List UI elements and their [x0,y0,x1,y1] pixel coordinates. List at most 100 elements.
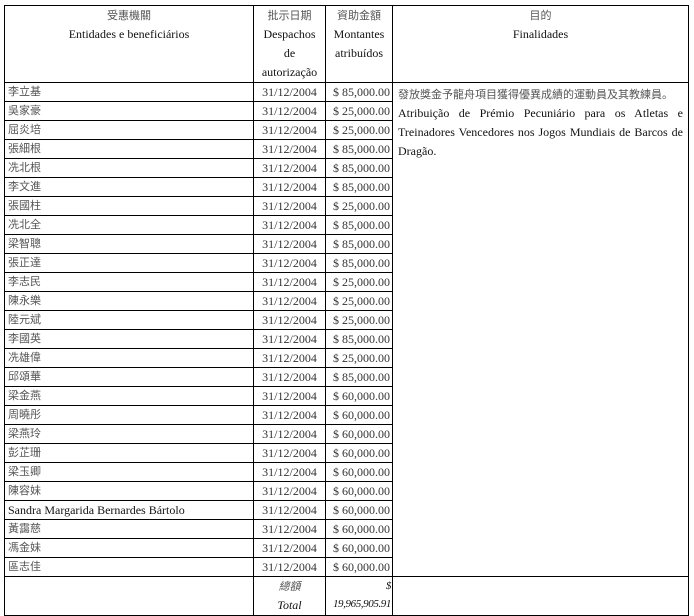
header-date-pt-1: Despachos de [263,27,316,60]
header-purpose: 目的 Finalidades [392,5,689,83]
table-row: 李文進 31/12/2004 $ 85,000.00 [4,177,689,197]
table-row: 冼北全 31/12/2004 $ 85,000.00 [4,215,689,235]
purpose-pt: Atribuição de Prémio Pecuniário para os … [398,106,683,158]
amount: $ 85,000.00 [325,253,393,273]
amount: $ 25,000.00 [325,348,393,368]
table-row: 張國柱 31/12/2004 $ 25,000.00 [4,196,689,216]
header-purpose-zh: 目的 [529,9,552,22]
beneficiary-name: 冼北全 [4,215,254,235]
total-label-zh: 總額 [278,580,301,593]
authorization-date: 31/12/2004 [253,367,326,387]
beneficiary-name: 李立基 [4,82,254,102]
amount: $ 85,000.00 [325,367,393,387]
authorization-date: 31/12/2004 [253,538,326,558]
table-row: 屈炎培 31/12/2004 $ 25,000.00 [4,120,689,140]
purpose-zh: 發放獎金予龍舟項目獲得優異成績的運動員及其教練員。 [398,88,673,101]
table-row: 區志佳 31/12/2004 $ 60,000.00 [4,557,689,577]
amount: $ 60,000.00 [325,462,393,482]
authorization-date: 31/12/2004 [253,196,326,216]
beneficiary-name: 邱頌華 [4,367,254,387]
amount: $ 85,000.00 [325,329,393,349]
beneficiary-name: 陸元斌 [4,310,254,330]
authorization-date: 31/12/2004 [253,177,326,197]
amount: $ 85,000.00 [325,82,393,102]
amount: $ 60,000.00 [325,405,393,425]
amount: $ 25,000.00 [325,120,393,140]
beneficiary-name: 李志民 [4,272,254,292]
table-row: 冼北根 31/12/2004 $ 85,000.00 [4,158,689,178]
amount: $ 85,000.00 [325,177,393,197]
header-entities-pt: Entidades e beneficiários [68,27,190,41]
amount: $ 25,000.00 [325,291,393,311]
purpose-cell: 發放獎金予龍舟項目獲得優異成績的運動員及其教練員。 Atribuição de P… [392,82,689,577]
amount: $ 25,000.00 [325,101,393,121]
header-amount-pt-1: Montantes [333,27,385,41]
beneficiary-name: 梁燕玲 [4,424,254,444]
authorization-date: 31/12/2004 [253,424,326,444]
header-amount-zh: 資助金額 [337,9,381,22]
amount: $ 60,000.00 [325,500,393,520]
amount: $ 25,000.00 [325,272,393,292]
total-purpose-empty [392,576,689,616]
table-row: 吳家豪 31/12/2004 $ 25,000.00 [4,101,689,121]
amount: $ 85,000.00 [325,158,393,178]
total-label: 總額 Total [253,576,326,616]
table-row: 李立基 31/12/2004 $ 85,000.00 發放獎金予龍舟項目獲得優異成績的… [4,82,689,577]
table-row: Sandra Margarida Bernardes Bártolo 31/12/… [4,500,689,520]
amount: $ 60,000.00 [325,519,393,539]
authorization-date: 31/12/2004 [253,291,326,311]
table-row: 梁金燕 31/12/2004 $ 60,000.00 [4,386,689,406]
authorization-date: 31/12/2004 [253,557,326,577]
authorization-date: 31/12/2004 [253,481,326,501]
table-row: 陸元斌 31/12/2004 $ 25,000.00 [4,310,689,330]
beneficiary-name: 張細根 [4,139,254,159]
table-row: 張正達 31/12/2004 $ 85,000.00 [4,253,689,273]
header-date: 批示日期 Despachos de autorização [253,5,326,83]
table-row: 李國英 31/12/2004 $ 85,000.00 [4,329,689,349]
authorization-date: 31/12/2004 [253,443,326,463]
authorization-date: 31/12/2004 [253,158,326,178]
amount: $ 60,000.00 [325,557,393,577]
authorization-date: 31/12/2004 [253,272,326,292]
authorization-date: 31/12/2004 [253,101,326,121]
amount: $ 60,000.00 [325,538,393,558]
authorization-date: 31/12/2004 [253,500,326,520]
table-row: 梁燕玲 31/12/2004 $ 60,000.00 [4,424,689,444]
beneficiary-name: 梁玉卿 [4,462,254,482]
beneficiary-name: 吳家豪 [4,101,254,121]
beneficiary-name: 張正達 [4,253,254,273]
beneficiary-name: Sandra Margarida Bernardes Bártolo [4,500,254,520]
beneficiary-name: 李文進 [4,177,254,197]
beneficiary-name: 彭芷珊 [4,443,254,463]
amount: $ 25,000.00 [325,310,393,330]
authorization-date: 31/12/2004 [253,310,326,330]
amount: $ 60,000.00 [325,424,393,444]
header-purpose-pt: Finalidades [512,27,569,41]
header-entities: 受惠機關 Entidades e beneficiários [4,5,254,83]
header-amount-pt-2: atribuídos [335,46,383,60]
beneficiary-name: 周曉彤 [4,405,254,425]
table-row: 梁智聰 31/12/2004 $ 85,000.00 [4,234,689,254]
amount: $ 60,000.00 [325,443,393,463]
total-row: 總額 Total $ 19,965,905.91 [4,576,689,616]
beneficiary-name: 區志佳 [4,557,254,577]
amount: $ 85,000.00 [325,215,393,235]
amount: $ 85,000.00 [325,234,393,254]
amount: $ 60,000.00 [325,481,393,501]
authorization-date: 31/12/2004 [253,234,326,254]
amount: $ 60,000.00 [325,386,393,406]
beneficiary-name: 黃靄慈 [4,519,254,539]
amount: $ 85,000.00 [325,139,393,159]
authorization-date: 31/12/2004 [253,253,326,273]
total-amount: $ 19,965,905.91 [325,576,393,616]
beneficiary-name: 梁智聰 [4,234,254,254]
beneficiary-name: 馮金妹 [4,538,254,558]
header-date-zh: 批示日期 [267,9,312,22]
beneficiary-name: 陳容妹 [4,481,254,501]
table-header: 受惠機關 Entidades e beneficiários 批示日期 Despac… [4,5,689,83]
beneficiary-name: 冼雄偉 [4,348,254,368]
authorization-date: 31/12/2004 [253,139,326,159]
beneficiary-name: 張國柱 [4,196,254,216]
beneficiary-name: 李國英 [4,329,254,349]
header-amount: 資助金額 Montantes atribuídos [325,5,393,83]
